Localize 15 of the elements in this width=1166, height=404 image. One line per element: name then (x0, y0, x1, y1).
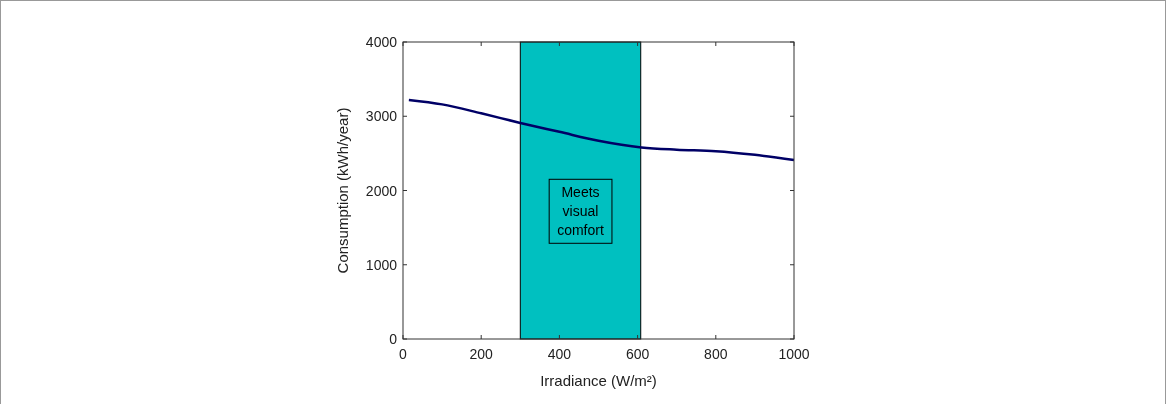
x-tick-label: 800 (704, 346, 728, 362)
y-tick-label: 2000 (365, 182, 398, 199)
x-axis-title: Irradiance (W/m²) (540, 372, 657, 389)
band-label: Meets visual comfort (557, 184, 604, 239)
y-tick-label: 1000 (365, 256, 398, 273)
x-tick-label: 0 (399, 346, 408, 362)
y-tick-label: 0 (389, 331, 398, 347)
x-tick-label: 400 (547, 346, 572, 362)
x-tick-label: 600 (625, 346, 650, 362)
y-tick-label: 3000 (365, 108, 398, 125)
x-tick-label: 200 (469, 346, 494, 362)
y-tick-label: 4000 (365, 34, 398, 50)
line-series (407, 98, 796, 162)
x-tick-label: 1000 (778, 346, 810, 362)
y-axis-title: Consumption (kWh/year) (334, 107, 351, 274)
